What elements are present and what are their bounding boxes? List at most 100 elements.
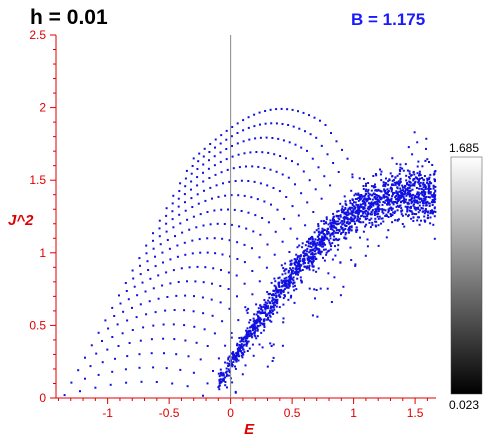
data-point: [343, 217, 346, 220]
data-point: [389, 199, 392, 202]
data-point: [368, 197, 370, 200]
data-point: [257, 307, 260, 310]
data-point: [349, 207, 352, 209]
data-point: [360, 194, 363, 196]
data-point: [204, 199, 207, 202]
data-point: [424, 187, 427, 190]
data-point: [377, 217, 380, 220]
data-point: [303, 261, 305, 264]
data-point: [374, 183, 376, 186]
data-point: [405, 179, 408, 182]
data-point: [228, 362, 231, 365]
data-point: [368, 205, 371, 208]
data-point: [346, 217, 349, 220]
data-point: [388, 200, 391, 203]
data-point: [152, 287, 155, 290]
data-point: [426, 179, 429, 182]
data-point: [318, 240, 321, 243]
data-point: [387, 194, 390, 197]
data-point: [374, 197, 377, 200]
data-point: [152, 324, 155, 327]
data-point: [433, 199, 436, 202]
data-point: [204, 266, 207, 269]
data-point: [326, 237, 329, 240]
data-point: [392, 211, 395, 214]
data-point: [263, 326, 266, 328]
data-point: [312, 241, 315, 244]
data-point: [269, 310, 271, 312]
data-point: [261, 322, 264, 325]
data-point: [322, 220, 325, 222]
data-point: [84, 377, 86, 380]
data-point: [327, 239, 330, 242]
data-point: [287, 275, 290, 278]
data-point: [286, 286, 288, 289]
data-point: [401, 199, 404, 202]
data-point: [332, 221, 335, 224]
data-point: [426, 216, 429, 219]
data-point: [299, 263, 302, 266]
data-point: [283, 277, 286, 280]
data-point: [342, 285, 345, 288]
data-point: [257, 165, 260, 168]
data-point: [356, 219, 358, 222]
data-point: [290, 268, 293, 271]
data-point: [421, 207, 424, 210]
data-point: [390, 215, 392, 218]
data-point: [238, 337, 241, 339]
data-point: [309, 250, 312, 253]
data-point: [191, 206, 194, 208]
data-point: [404, 191, 407, 194]
data-point: [398, 172, 401, 175]
data-point: [395, 182, 398, 184]
data-point: [408, 195, 411, 198]
data-point: [400, 201, 403, 204]
data-point: [159, 243, 162, 246]
data-point: [335, 140, 338, 143]
data-point: [315, 136, 318, 139]
data-point: [383, 188, 386, 191]
data-point: [400, 194, 403, 197]
data-point: [424, 198, 427, 201]
data-point: [433, 195, 436, 198]
data-point: [284, 285, 287, 288]
data-point: [258, 280, 261, 283]
data-point: [280, 107, 283, 110]
data-point: [270, 311, 273, 314]
data-point: [295, 269, 298, 272]
data-point: [337, 210, 340, 212]
data-point: [309, 238, 312, 241]
data-point: [243, 194, 246, 197]
data-point: [373, 211, 376, 213]
data-point: [367, 195, 370, 198]
data-point: [84, 356, 86, 359]
data-point: [138, 257, 141, 260]
data-point: [162, 323, 165, 326]
data-point: [247, 211, 250, 214]
data-point: [198, 238, 201, 241]
data-point: [362, 211, 365, 214]
data-point: [341, 220, 343, 223]
data-point: [380, 170, 383, 173]
data-point: [292, 125, 295, 128]
data-point: [331, 219, 334, 222]
data-point: [394, 219, 397, 222]
data-point: [300, 146, 303, 149]
data-point: [185, 169, 188, 172]
data-point: [308, 268, 311, 271]
data-point: [176, 244, 179, 247]
data-point: [366, 238, 369, 241]
data-point: [385, 177, 387, 180]
data-point: [225, 138, 228, 141]
data-point: [194, 280, 197, 283]
data-point: [386, 196, 389, 199]
data-point: [349, 202, 352, 205]
data-point: [299, 276, 302, 279]
data-point: [251, 165, 254, 168]
data-point: [400, 189, 403, 192]
data-point: [369, 203, 372, 206]
data-point: [271, 360, 274, 362]
data-point: [350, 210, 353, 213]
data-point: [365, 188, 368, 191]
data-point: [224, 361, 227, 364]
